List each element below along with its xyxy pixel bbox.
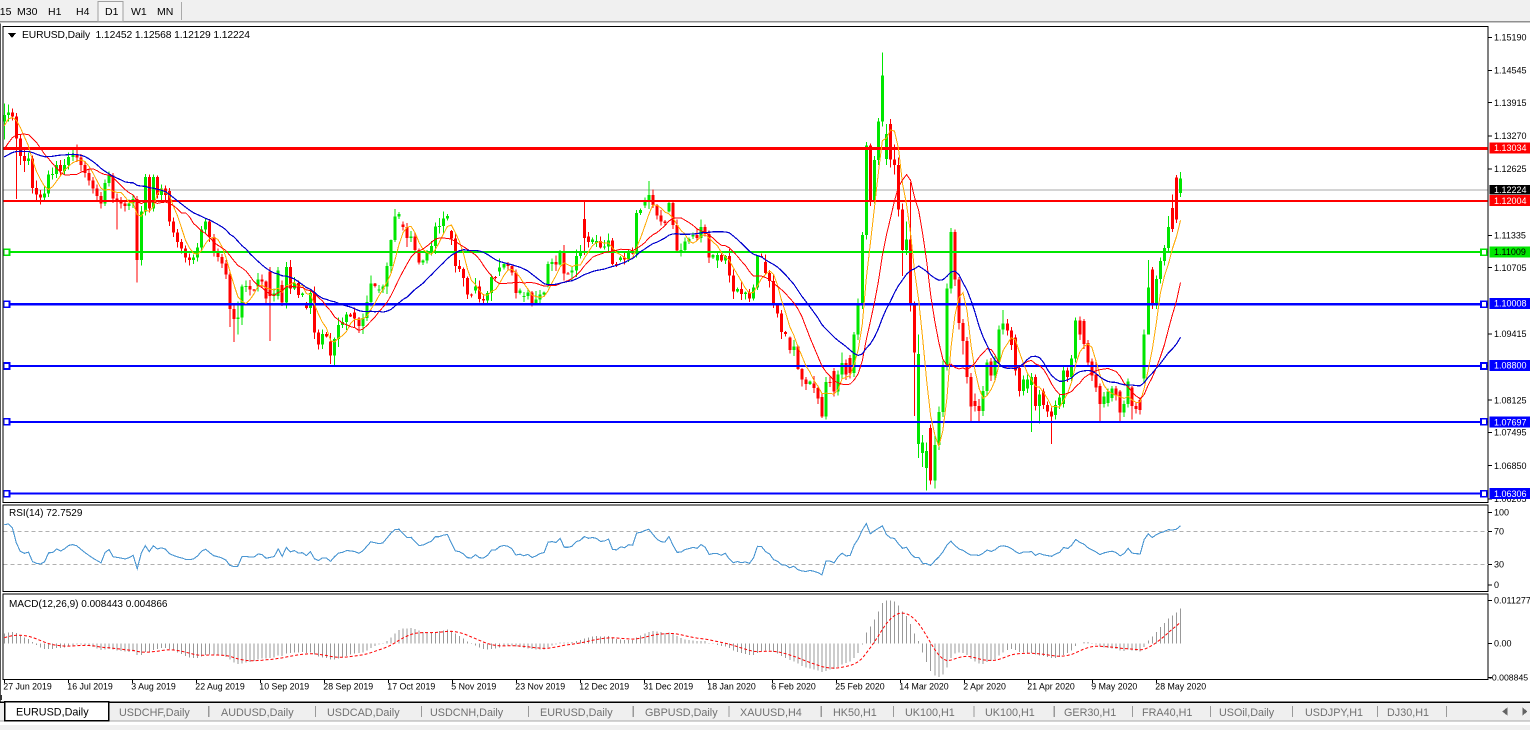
svg-text:EURUSD,Daily: EURUSD,Daily	[16, 707, 89, 719]
svg-text:RSI(14) 72.7529: RSI(14) 72.7529	[9, 508, 83, 519]
svg-text:USDCAD,Daily: USDCAD,Daily	[327, 707, 400, 719]
svg-text:2 Apr 2020: 2 Apr 2020	[963, 681, 1006, 691]
svg-text:70: 70	[1494, 527, 1504, 537]
svg-text:1.13034: 1.13034	[1494, 143, 1527, 153]
svg-text:1.06306: 1.06306	[1494, 489, 1527, 499]
svg-text:UK100,H1: UK100,H1	[905, 707, 955, 719]
svg-text:DJ30,H1: DJ30,H1	[1387, 707, 1429, 719]
svg-text:25 Feb 2020: 25 Feb 2020	[835, 681, 885, 691]
svg-text:D1: D1	[105, 6, 119, 18]
svg-text:21 Apr 2020: 21 Apr 2020	[1027, 681, 1075, 691]
svg-text:28 May 2020: 28 May 2020	[1155, 681, 1206, 691]
svg-text:EURUSD,Daily: EURUSD,Daily	[540, 707, 613, 719]
svg-text:MACD(12,26,9) 0.008443 0.00486: MACD(12,26,9) 0.008443 0.004866	[9, 599, 168, 610]
svg-text:1.12004: 1.12004	[1494, 196, 1527, 206]
svg-text:UK100,H1: UK100,H1	[985, 707, 1035, 719]
svg-text:1.08800: 1.08800	[1494, 361, 1527, 371]
svg-text:1.07697: 1.07697	[1494, 417, 1527, 427]
svg-text:10 Sep 2019: 10 Sep 2019	[259, 681, 309, 691]
svg-text:USDJPY,H1: USDJPY,H1	[1305, 707, 1363, 719]
svg-text:1.11335: 1.11335	[1494, 231, 1526, 241]
svg-text:FRA40,H1: FRA40,H1	[1142, 707, 1192, 719]
svg-text:1.14545: 1.14545	[1494, 66, 1527, 76]
svg-text:W1: W1	[131, 6, 147, 18]
svg-text:30: 30	[1494, 560, 1504, 570]
svg-text:1.15190: 1.15190	[1494, 33, 1527, 43]
svg-text:-0.008845: -0.008845	[1489, 673, 1528, 683]
svg-text:3 Aug 2019: 3 Aug 2019	[131, 681, 176, 691]
svg-text:1.13915: 1.13915	[1494, 98, 1527, 108]
svg-text:31 Dec 2019: 31 Dec 2019	[643, 681, 693, 691]
svg-text:M30: M30	[17, 6, 38, 18]
svg-text:GER30,H1: GER30,H1	[1064, 707, 1116, 719]
svg-text:0: 0	[1494, 580, 1499, 590]
svg-text:0.00: 0.00	[1494, 639, 1512, 649]
svg-text:1.12625: 1.12625	[1494, 164, 1527, 174]
svg-text:23 Nov 2019: 23 Nov 2019	[515, 681, 565, 691]
svg-text:1.10008: 1.10008	[1494, 299, 1527, 309]
svg-text:27 Jun 2019: 27 Jun 2019	[3, 681, 52, 691]
svg-text:HK50,H1: HK50,H1	[833, 707, 877, 719]
svg-text:28 Sep 2019: 28 Sep 2019	[323, 681, 373, 691]
svg-text:6 Feb 2020: 6 Feb 2020	[771, 681, 816, 691]
svg-text:12 Dec 2019: 12 Dec 2019	[579, 681, 629, 691]
svg-text:1.11009: 1.11009	[1494, 247, 1526, 257]
svg-text:18 Jan 2020: 18 Jan 2020	[707, 681, 756, 691]
svg-text:1.13270: 1.13270	[1494, 131, 1527, 141]
svg-text:1.08125: 1.08125	[1494, 395, 1527, 405]
svg-text:1.07495: 1.07495	[1494, 428, 1527, 438]
svg-text:1.09415: 1.09415	[1494, 329, 1527, 339]
svg-text:17 Oct 2019: 17 Oct 2019	[387, 681, 435, 691]
svg-text:USOil,Daily: USOil,Daily	[1219, 707, 1275, 719]
svg-text:1.06850: 1.06850	[1494, 461, 1527, 471]
svg-text:16 Jul 2019: 16 Jul 2019	[67, 681, 113, 691]
svg-text:9 May 2020: 9 May 2020	[1091, 681, 1137, 691]
svg-text:USDCNH,Daily: USDCNH,Daily	[430, 707, 504, 719]
svg-text:5 Nov 2019: 5 Nov 2019	[451, 681, 496, 691]
svg-text:MN: MN	[157, 6, 173, 18]
svg-text:0.011277: 0.011277	[1494, 596, 1530, 606]
svg-text:1.12224: 1.12224	[1494, 185, 1527, 195]
svg-text:XAUUSD,H4: XAUUSD,H4	[740, 707, 802, 719]
svg-text:14 Mar 2020: 14 Mar 2020	[899, 681, 948, 691]
svg-text:100: 100	[1494, 508, 1509, 518]
svg-text:H1: H1	[48, 6, 62, 18]
svg-text:H4: H4	[76, 6, 90, 18]
svg-text:AUDUSD,Daily: AUDUSD,Daily	[221, 707, 294, 719]
svg-text:22 Aug 2019: 22 Aug 2019	[195, 681, 245, 691]
svg-text:USDCHF,Daily: USDCHF,Daily	[119, 707, 190, 719]
svg-text:EURUSD,Daily 1.12452 1.12568: EURUSD,Daily 1.12452 1.12568 1.12129 1.1…	[22, 30, 250, 41]
svg-text:GBPUSD,Daily: GBPUSD,Daily	[645, 707, 718, 719]
svg-text:1.10705: 1.10705	[1494, 263, 1527, 273]
svg-text:M15: M15	[0, 6, 12, 18]
